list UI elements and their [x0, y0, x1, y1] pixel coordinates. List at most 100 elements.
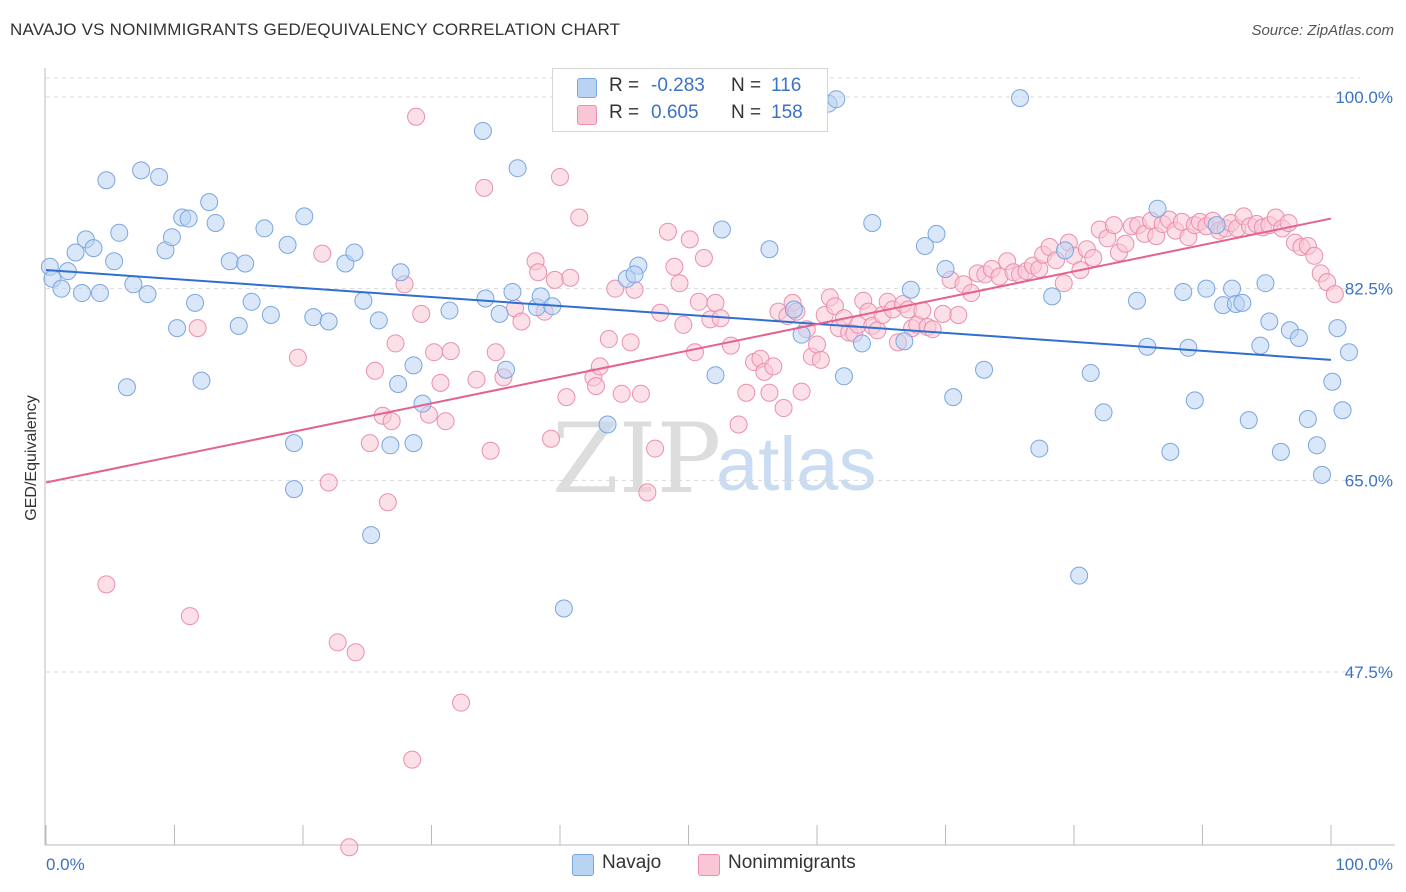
navajo-point [304, 308, 323, 327]
nonimmigrants-point [412, 304, 431, 323]
nonimmigrants-swatch [577, 105, 597, 125]
nonimmigrants-point [512, 312, 531, 331]
navajo-point [712, 220, 731, 239]
nonimmigrants-point [431, 373, 450, 392]
navajo-point [179, 209, 198, 228]
nonimmigrants-point [407, 107, 426, 126]
navajo-point [827, 90, 846, 109]
x-tick-label-min: 0.0% [46, 855, 85, 874]
navajo-point [476, 289, 495, 308]
navajo-point [345, 243, 364, 262]
navajo-legend-swatch [572, 854, 594, 876]
navajo-point [132, 161, 151, 180]
navajo-point [784, 300, 803, 319]
nonimmigrants-point [808, 335, 826, 354]
navajo-point [895, 332, 914, 351]
navajo-point [150, 167, 169, 186]
nonimmigrants-point [1116, 234, 1135, 253]
navajo-point [1233, 293, 1252, 312]
nonimmigrants-point [436, 412, 455, 431]
navajo-point [915, 236, 934, 255]
navajo-point [490, 304, 509, 323]
grid-lines [46, 77, 1360, 673]
navajo-point [52, 279, 71, 298]
navajo-point [90, 284, 109, 303]
navajo-point [1207, 216, 1226, 235]
nonimmigrants-point [674, 315, 693, 334]
nonimmigrants-point [365, 361, 384, 380]
navajo-point [901, 280, 920, 299]
watermark-atlas: atlas [716, 422, 877, 507]
navajo-point [1179, 338, 1198, 357]
nonimmigrants-point [313, 244, 332, 263]
nonimmigrants-point [670, 274, 689, 293]
navajo-point [1056, 241, 1075, 260]
nonimmigrants-point [689, 292, 708, 311]
navajo-point [261, 305, 280, 324]
axes [44, 68, 1395, 846]
nonimmigrants-point [557, 388, 576, 407]
navajo-point [1251, 336, 1270, 355]
navajo-point [124, 275, 143, 294]
watermark-zip: ZIP [552, 403, 721, 515]
navajo-point [1333, 401, 1352, 420]
nonimmigrants-point [386, 334, 405, 353]
navajo-point [1081, 364, 1100, 382]
navajo-point [72, 284, 91, 303]
navajo-point [1323, 372, 1342, 391]
navajo-point [168, 319, 187, 338]
navajo-point [1161, 442, 1180, 461]
navajo-point [1030, 439, 1049, 458]
nonimmigrants-point [97, 575, 116, 594]
nonimmigrants-point [868, 321, 887, 340]
navajo-point [117, 378, 136, 397]
nonimmigrants-point [180, 607, 199, 626]
navajo-point [66, 243, 85, 262]
y-axis-label: GED/Equivalency [23, 395, 40, 520]
navajo-point [295, 207, 314, 226]
navajo-point [1174, 282, 1193, 301]
nonimmigrants-point [646, 439, 665, 458]
nonimmigrants-point [403, 750, 422, 769]
nonimmigrants-point [475, 178, 494, 197]
navajo-point [381, 436, 400, 455]
navajo-point [863, 213, 882, 232]
navajo-point [1339, 343, 1358, 362]
nonimmigrants-point [486, 343, 505, 362]
navajo-r-value: -0.283 [651, 75, 705, 96]
navajo-point [229, 316, 248, 335]
navajo-point [473, 121, 492, 140]
nonimmigrants-point [606, 279, 625, 298]
nonimmigrants-point [933, 304, 952, 323]
x-tick-label-max: 100.0% [1335, 855, 1393, 874]
nonimmigrants-r-value: 0.605 [651, 102, 699, 123]
nonimmigrants-point [923, 320, 942, 339]
navajo-point [285, 480, 304, 499]
navajo-point [369, 311, 388, 330]
navajo-point [389, 374, 408, 393]
nonimmigrants-point [328, 633, 347, 652]
nonimmigrants-point [545, 270, 564, 289]
navajo-point [834, 367, 853, 386]
nonimmigrants-point [825, 297, 844, 316]
nonimmigrants-point [529, 263, 548, 282]
navajo-point [200, 193, 219, 212]
nonimmigrants-r-label: R = [609, 102, 640, 123]
nonimmigrants-point [1325, 285, 1344, 304]
nonimmigrants-point [378, 493, 397, 512]
tick-labels: 47.5% 65.0% 82.5% 100.0% 0.0% 100.0% [46, 88, 1393, 874]
nonimmigrants-point [561, 268, 580, 287]
nonimmigrants-point [441, 342, 460, 361]
navajo-point [192, 371, 211, 390]
navajo-point [1127, 291, 1146, 310]
nonimmigrants-point [599, 330, 618, 349]
nonimmigrants-point [360, 434, 379, 453]
navajo-point [508, 159, 527, 178]
nonimmigrants-point [425, 343, 444, 362]
navajo-point [278, 235, 297, 254]
nonimmigrants-point [706, 293, 725, 312]
nonimmigrants-point [452, 693, 471, 712]
navajo-point [186, 293, 205, 312]
nonimmigrants-point [288, 348, 307, 367]
